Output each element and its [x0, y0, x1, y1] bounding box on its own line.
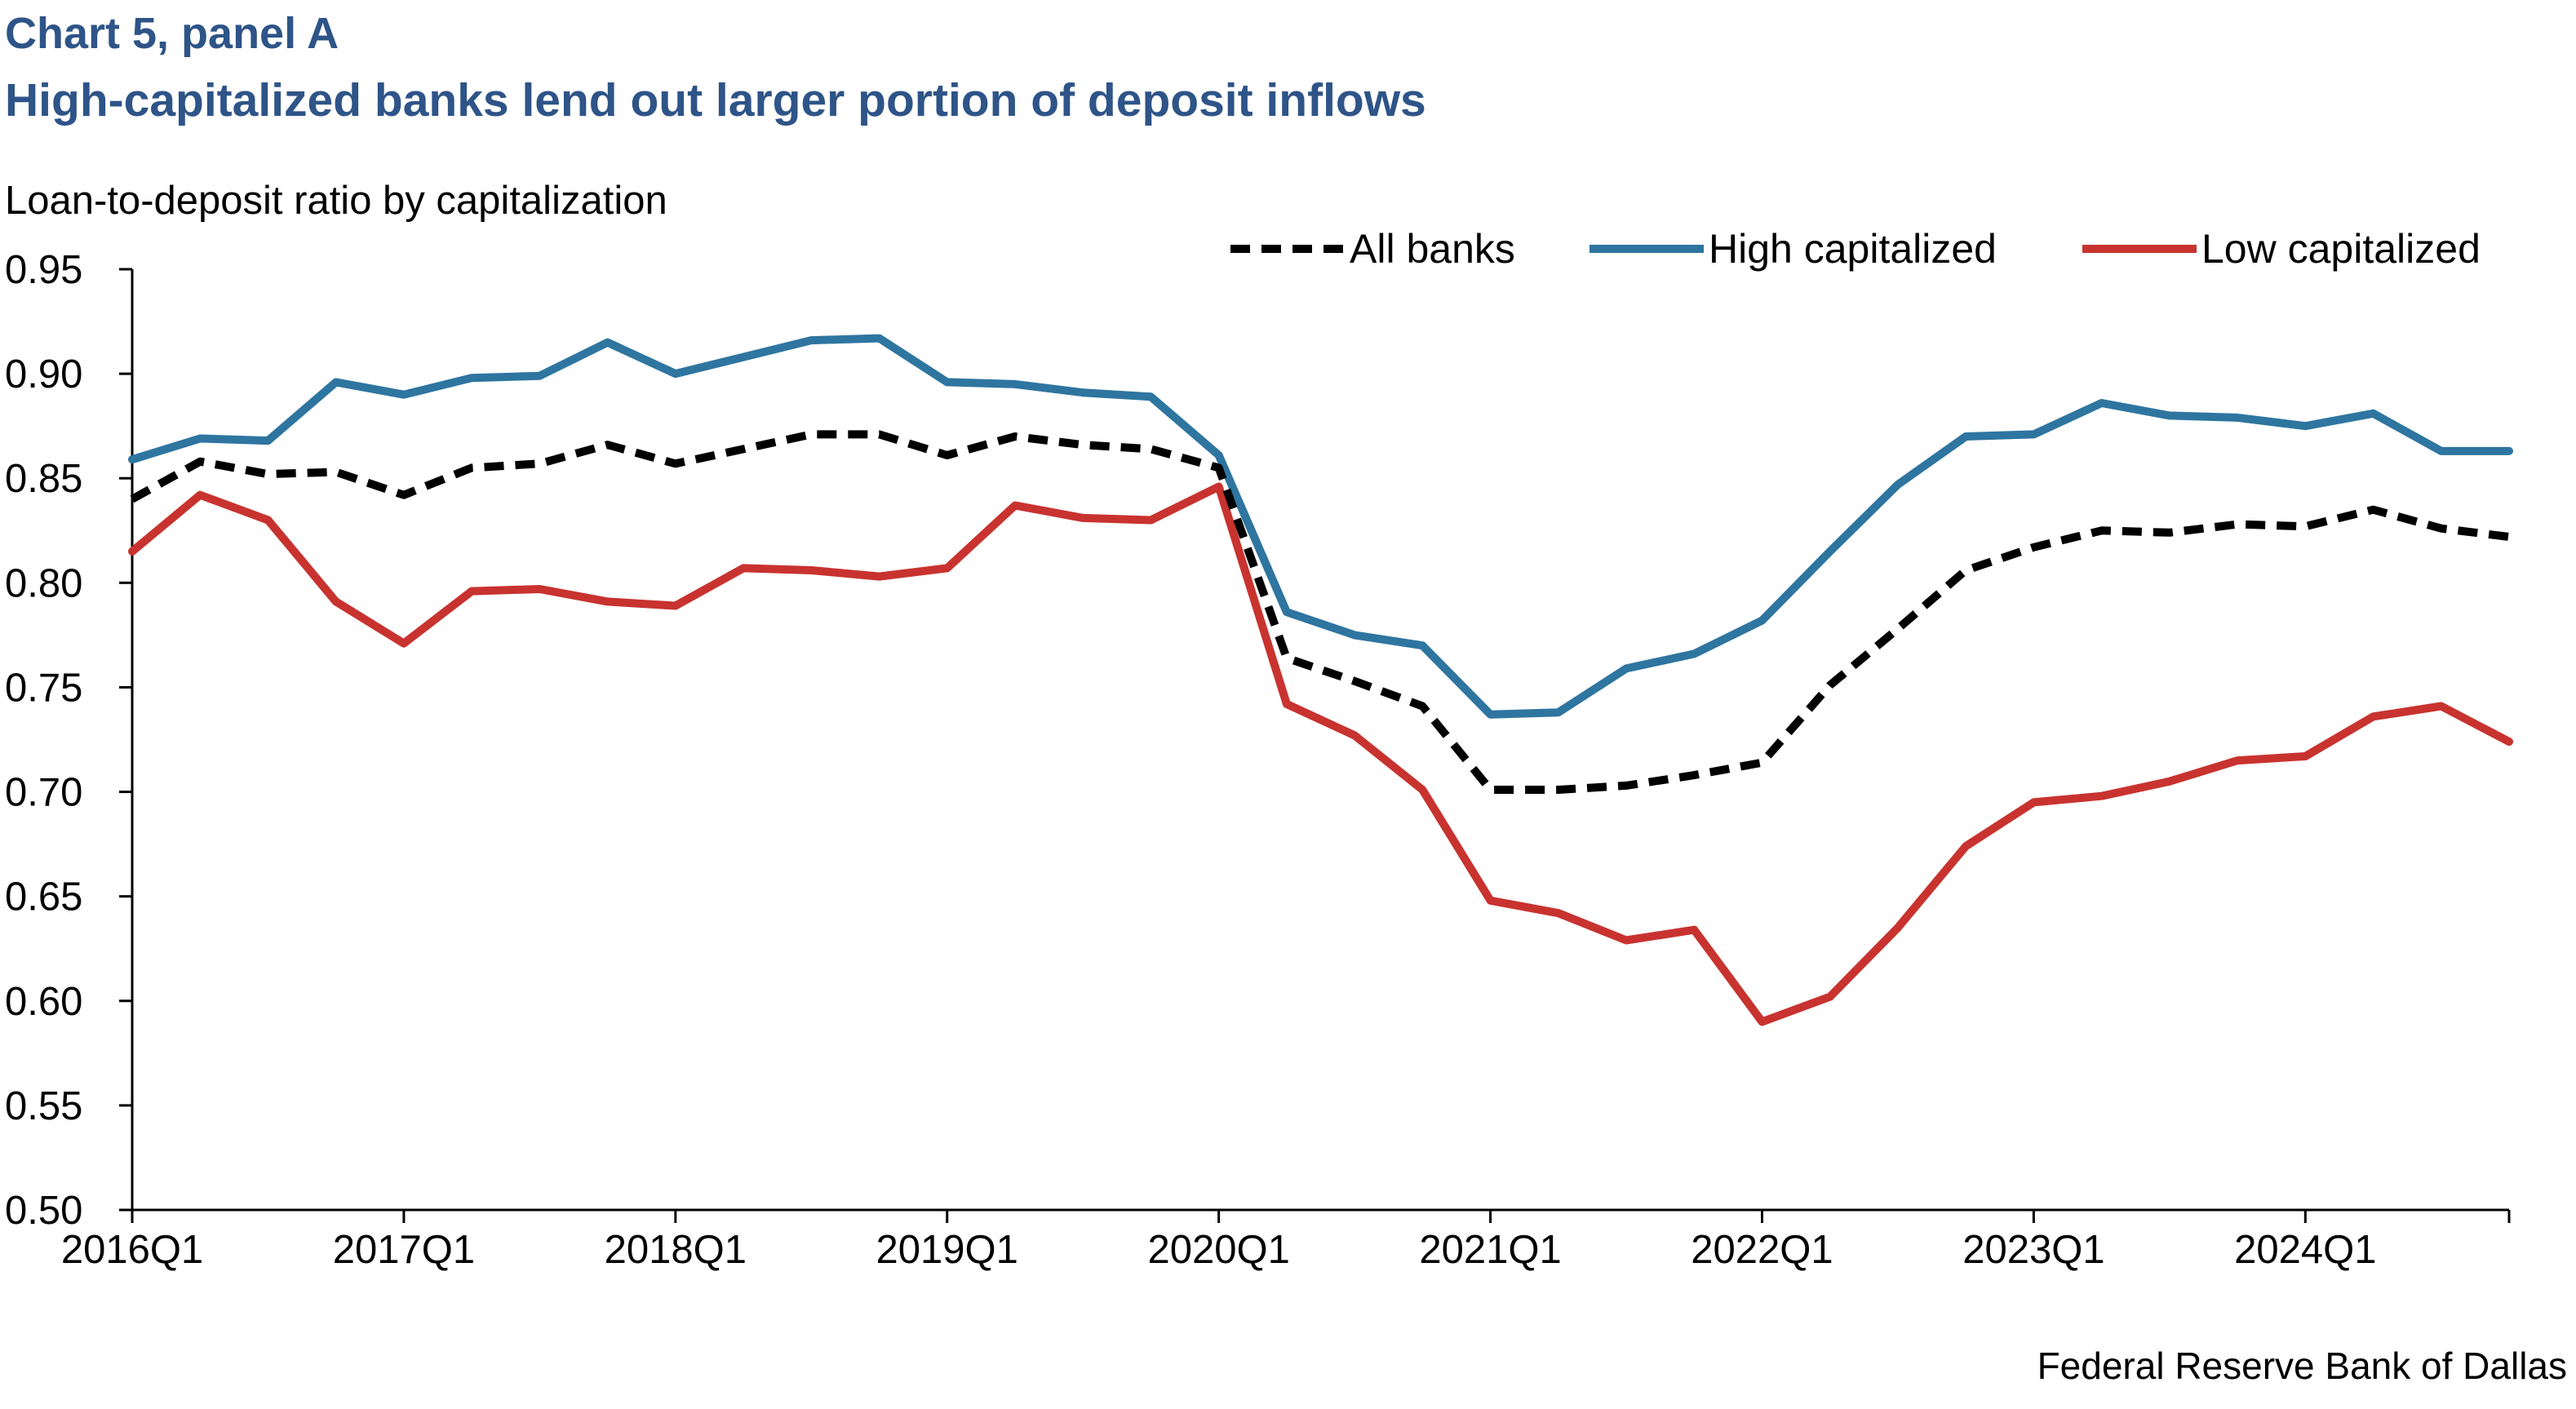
legend-all-banks-label: All banks: [1350, 226, 1515, 272]
series-lines: [128, 334, 2513, 1026]
x-tick-label: 2022Q1: [1691, 1228, 1833, 1272]
y-tick-label: 0.75: [5, 666, 82, 710]
all-banks-line: [130, 430, 2510, 794]
x-tick-label: 2018Q1: [605, 1228, 747, 1272]
axes: [131, 269, 2509, 1212]
x-tick-label: 2017Q1: [333, 1228, 475, 1272]
y-tick-label: 0.80: [5, 561, 82, 605]
x-tick-label: 2019Q1: [876, 1228, 1018, 1272]
y-tick-label: 0.95: [5, 248, 82, 292]
y-ticks: 0.50 0.55 0.60 0.65 0.70 0.75 0.80 0.85 0.90 0.95: [5, 248, 132, 1233]
y-tick-label: 0.65: [5, 875, 82, 919]
y-tick-label: 0.85: [5, 457, 82, 501]
x-tick-label: 2016Q1: [61, 1228, 203, 1272]
y-tick-label: 0.70: [5, 771, 82, 815]
source-note: Federal Reserve Bank of Dallas: [2037, 1345, 2567, 1387]
chart-title: Chart 5, panel A: [5, 9, 339, 58]
x-tick-label: 2024Q1: [2234, 1228, 2376, 1272]
x-tick-label: 2023Q1: [1962, 1228, 2104, 1272]
legend: All banks High capitalized Low capitalized: [1230, 226, 2481, 272]
x-tick-label: 2021Q1: [1419, 1228, 1561, 1272]
high-capitalized-line: [128, 334, 2513, 719]
low-capitalized-line: [128, 482, 2513, 1026]
y-tick-label: 0.60: [5, 980, 82, 1024]
chart-subtitle: High-capitalized banks lend out larger p…: [5, 74, 1426, 126]
y-tick-label: 0.50: [5, 1189, 82, 1233]
legend-high-capitalized-label: High capitalized: [1709, 226, 1997, 272]
y-tick-label: 0.55: [5, 1084, 82, 1128]
y-axis-title: Loan-to-deposit ratio by capitalization: [5, 179, 667, 223]
legend-low-capitalized-label: Low capitalized: [2201, 226, 2481, 272]
y-tick-label: 0.90: [5, 352, 82, 397]
x-ticks: 2016Q1 2017Q1 2018Q1 2019Q1 2020Q1 2021Q1 2022…: [61, 1210, 2511, 1272]
x-tick-label: 2020Q1: [1147, 1228, 1289, 1272]
